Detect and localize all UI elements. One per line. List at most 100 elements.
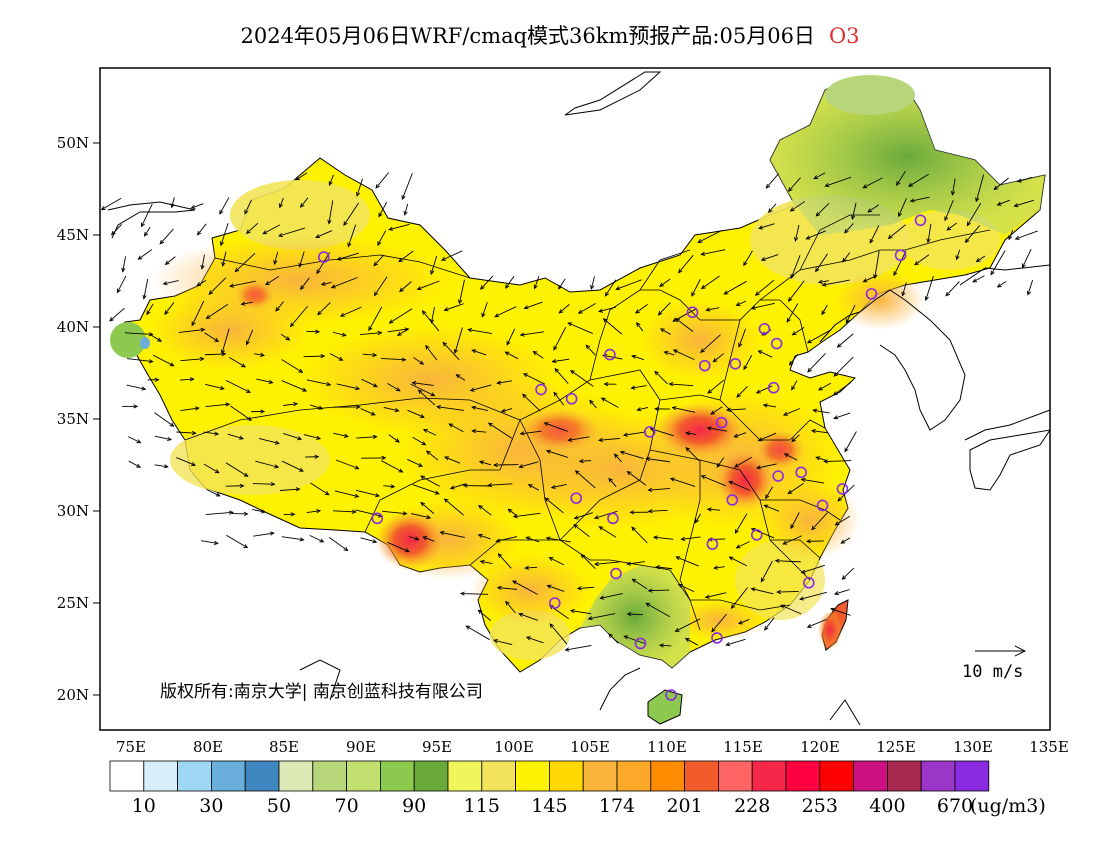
wind-arrow (116, 275, 127, 294)
wind-arrow (519, 331, 545, 337)
lon-tick-label: 105E (570, 738, 610, 756)
colorbar-tick-label: 670 (937, 795, 973, 817)
wind-arrow (815, 456, 827, 461)
wind-arrow (996, 199, 1010, 206)
wind-arrow (300, 277, 310, 291)
wind-arrow (569, 608, 592, 615)
lon-tick-label: 110E (647, 738, 687, 756)
colorbar-swatch (379, 760, 415, 792)
wind-arrow (840, 537, 851, 544)
station-marker (535, 383, 547, 396)
colorbar-tick-label: 174 (599, 795, 635, 817)
wind-arrow (945, 281, 960, 297)
wind-arrow (328, 174, 334, 186)
station-marker (711, 632, 723, 644)
wind-arrow (388, 434, 400, 443)
colorbar-swatch (109, 760, 145, 792)
wind-arrow (691, 279, 701, 297)
wind-arrow (733, 456, 752, 468)
wind-arrow (631, 578, 648, 590)
wind-arrow (281, 380, 308, 392)
colorbar-swatch (413, 760, 449, 792)
wind-arrow (126, 358, 154, 364)
wind-arrow (869, 225, 880, 244)
wind-arrow (361, 378, 378, 388)
wind-arrow (150, 334, 162, 342)
wind-arrow (636, 407, 649, 412)
wind-arrow (630, 385, 647, 390)
wind-arrow (597, 437, 620, 443)
wind-reference-label: 10 m/s (962, 662, 1023, 682)
wind-arrow (180, 406, 200, 412)
colorbar-tick-label: 253 (802, 795, 838, 817)
wind-arrow (137, 249, 153, 260)
title-text: 2024年05月06日WRF/cmaq模式36km预报产品:05月06日 (240, 24, 815, 48)
wind-arrow (417, 389, 436, 406)
wind-arrow (975, 174, 985, 203)
colorbar-labels: 10 30 50 70 90 115 145 174 201 228 253 400 670 (132, 795, 973, 817)
wind-arrow (377, 230, 387, 246)
wind-arrow (743, 250, 753, 267)
wind-arrow (554, 367, 569, 384)
station-marker (570, 492, 583, 504)
wind-arrow (206, 489, 221, 497)
lat-tick-label: 30N (57, 502, 89, 520)
colorbar-swatch (819, 760, 854, 792)
wind-arrow (765, 173, 779, 189)
wind-arrow (834, 515, 851, 526)
wind-arrow (471, 349, 487, 356)
wind-arrow (658, 643, 672, 648)
wind-vectors (100, 170, 1038, 652)
wind-arrow (273, 251, 279, 265)
wind-arrow (336, 252, 359, 261)
wind-arrow (613, 453, 622, 463)
wind-arrow (204, 351, 227, 357)
wind-arrow (459, 591, 489, 596)
wind-arrow (522, 373, 546, 385)
wind-arrow (654, 406, 671, 412)
wind-arrow (600, 397, 619, 408)
wind-arrow (343, 202, 359, 227)
wind-arrow (225, 462, 249, 477)
wind-arrow (757, 350, 773, 358)
station-marker (371, 512, 384, 525)
wind-arrow (815, 253, 828, 273)
wind-arrow (787, 280, 805, 302)
wind-arrow (522, 393, 541, 412)
wind-arrow (654, 370, 668, 385)
wind-arrow (280, 333, 291, 341)
wind-arrow (626, 561, 646, 566)
wind-arrow (205, 510, 234, 516)
lat-tick-label: 40N (57, 318, 89, 336)
wind-arrow (604, 279, 617, 297)
lon-tick-label: 75E (116, 738, 146, 756)
wind-arrow (518, 612, 539, 621)
wind-arrow (205, 303, 229, 320)
wind-arrow (733, 432, 747, 438)
wind-arrow (164, 302, 175, 316)
colorbar-swatch (515, 760, 550, 792)
wind-arrow (355, 489, 381, 498)
concentration-field (110, 75, 1046, 725)
wind-arrow (743, 355, 753, 371)
wind-arrow (578, 458, 592, 464)
wind-arrow (487, 482, 513, 488)
wind-arrow (543, 422, 568, 432)
colorbar-swatch (210, 760, 246, 792)
wind-arrow (685, 431, 697, 436)
wind-arrow (774, 558, 801, 563)
wind-arrow (203, 431, 220, 436)
wind-arrow (812, 408, 830, 414)
wind-arrow (622, 431, 647, 437)
wind-arrow (599, 593, 623, 600)
wind-arrow (477, 504, 492, 516)
wind-arrow (636, 322, 644, 332)
wind-arrow (328, 536, 349, 552)
longitude-axis: 75E 80E 85E 90E 95E 100E 105E 110E 115E … (116, 738, 1069, 756)
wind-arrow (219, 223, 229, 247)
wind-arrow (813, 172, 826, 180)
wind-arrow (862, 275, 878, 283)
wind-arrow (764, 617, 775, 631)
wind-arrow (580, 553, 596, 569)
wind-arrow (955, 249, 961, 261)
